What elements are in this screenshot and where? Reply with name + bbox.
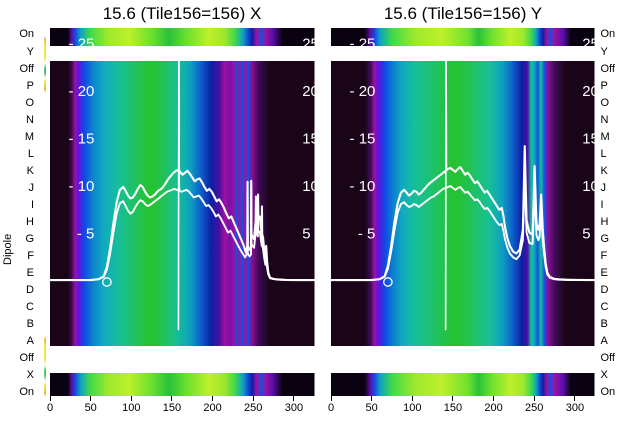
svg-text:- 20: - 20: [69, 83, 95, 100]
svg-text:- 10: - 10: [350, 178, 376, 195]
svg-text:- 15: - 15: [350, 131, 376, 148]
svg-text:- 5: - 5: [77, 226, 95, 243]
svg-text:- 25: - 25: [69, 36, 95, 53]
svg-text:- 10: - 10: [69, 178, 95, 195]
svg-text:- 25: - 25: [350, 36, 376, 53]
svg-text:5: 5: [302, 226, 310, 243]
svg-text:5: 5: [582, 226, 590, 243]
svg-text:- 5: - 5: [358, 226, 376, 243]
svg-text:- 15: - 15: [69, 131, 95, 148]
svg-text:- 20: - 20: [350, 83, 376, 100]
